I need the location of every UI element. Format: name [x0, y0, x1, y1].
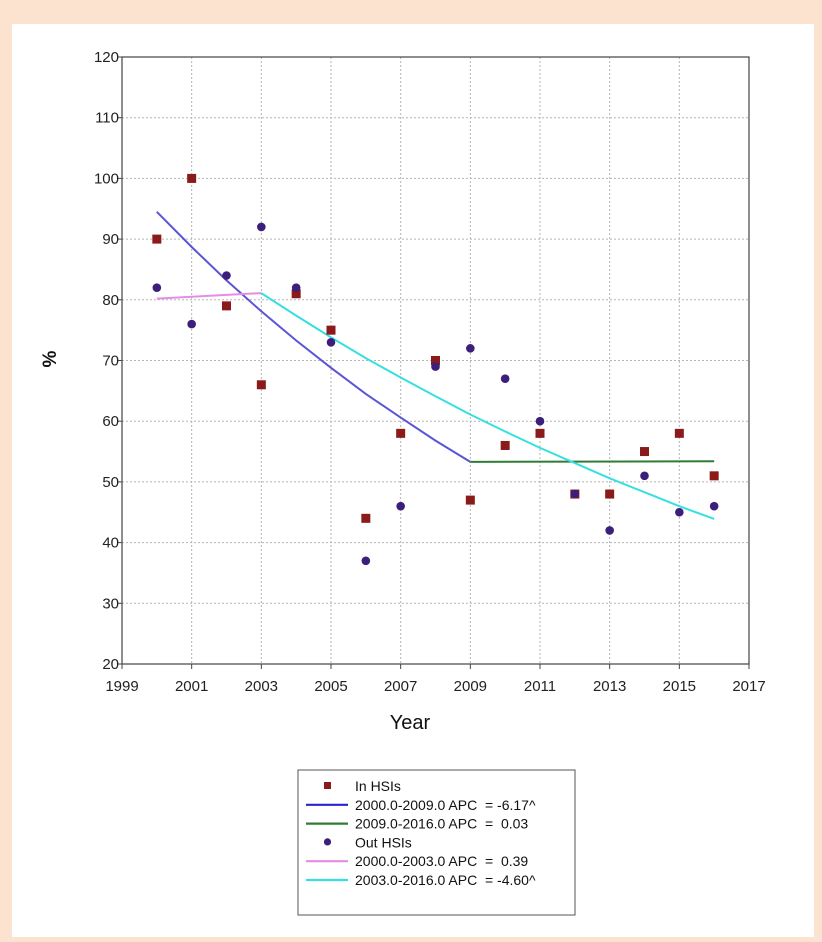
out-hsis-point: [326, 337, 336, 347]
y-tick-label: 60: [102, 413, 119, 430]
in-hsis-point: [465, 495, 475, 505]
x-tick-label: 2017: [732, 678, 765, 695]
legend-label: In HSIs: [355, 778, 401, 794]
y-axis-title: %: [40, 350, 61, 367]
out-hsis-point: [466, 344, 475, 353]
in-hsis-point: [605, 489, 615, 499]
in-hsis-point: [256, 380, 266, 390]
in-hsis-point: [326, 325, 336, 335]
out-hsis-point: [709, 501, 719, 511]
in-hsis-point: [361, 513, 371, 523]
data-points: [152, 173, 719, 566]
y-tick-label: 120: [94, 49, 119, 66]
out-hsis-point: [257, 222, 266, 232]
y-tick-label: 40: [102, 535, 119, 552]
in-hsis-point: [674, 428, 684, 438]
y-tick-label: 50: [102, 474, 119, 491]
trend-line: [156, 292, 262, 300]
y-tick-label: 90: [102, 231, 119, 248]
y-tick-label: 80: [102, 292, 119, 309]
trend-line: [470, 460, 715, 463]
x-tick-label: 2007: [384, 678, 417, 695]
legend: In HSIs 2000.0-2009.0 APC = -6.17^ 2009.0-…: [306, 778, 536, 888]
in-hsis-point: [222, 301, 231, 311]
legend-swatch-circle: [323, 838, 332, 846]
trend-line: [156, 211, 471, 463]
out-hsis-point: [605, 526, 614, 535]
legend-box: [297, 769, 576, 916]
out-hsis-point: [570, 489, 580, 499]
out-hsis-point: [500, 374, 510, 384]
out-hsis-point: [396, 501, 405, 511]
x-tick-label: 2011: [524, 678, 556, 695]
out-hsis-point: [291, 283, 301, 292]
out-hsis-point: [675, 507, 684, 517]
x-tick-labels: 1999 2001 2003 2005 2007 2009 2011 2013 2015 2017: [105, 678, 765, 695]
x-tick-label: 2009: [454, 678, 487, 695]
in-hsis-point: [709, 471, 719, 481]
plot-border: [121, 56, 750, 665]
y-tick-label: 70: [102, 353, 119, 370]
legend-label: 2000.0-2009.0 APC = -6.17^: [355, 797, 536, 813]
x-tick-label: 2005: [314, 678, 347, 695]
in-hsis-point: [431, 356, 440, 365]
x-tick-label: 2003: [245, 678, 278, 695]
out-hsis-point: [431, 362, 440, 371]
trend-lines: [156, 211, 715, 520]
out-hsis-point: [152, 283, 162, 292]
x-tick-label: 2001: [175, 678, 208, 695]
x-axis-title: Year: [390, 712, 431, 734]
y-tick-labels: 20 30 40 50 60 70 80 90 100 110 120: [94, 49, 119, 673]
in-hsis-point: [535, 428, 545, 438]
in-hsis-point: [396, 428, 406, 438]
in-hsis-point: [152, 234, 162, 244]
y-tick-label: 100: [94, 170, 119, 187]
legend-label: Out HSIs: [355, 834, 412, 850]
x-tick-label: 2015: [663, 678, 696, 695]
legend-swatch-square: [324, 782, 331, 789]
y-tick-label: 20: [102, 656, 119, 673]
out-hsis-point: [222, 271, 231, 280]
in-hsis-point: [500, 440, 510, 450]
out-hsis-point: [361, 556, 371, 566]
x-tick-label: 2013: [593, 678, 626, 695]
in-hsis-point: [187, 173, 197, 183]
in-hsis-point: [640, 447, 649, 457]
legend-label: 2009.0-2016.0 APC = 0.03: [355, 816, 528, 832]
x-tick-label: 1999: [105, 678, 138, 695]
out-hsis-point: [535, 416, 545, 426]
out-hsis-point: [640, 471, 649, 481]
y-tick-label: 30: [102, 595, 119, 612]
legend-label: 2003.0-2016.0 APC = -4.60^: [355, 872, 536, 888]
out-hsis-point: [187, 319, 196, 329]
legend-label: 2000.0-2003.0 APC = 0.39: [355, 853, 528, 869]
y-tick-label: 110: [95, 110, 119, 127]
trend-line: [260, 292, 715, 520]
in-hsis-point: [291, 289, 301, 299]
